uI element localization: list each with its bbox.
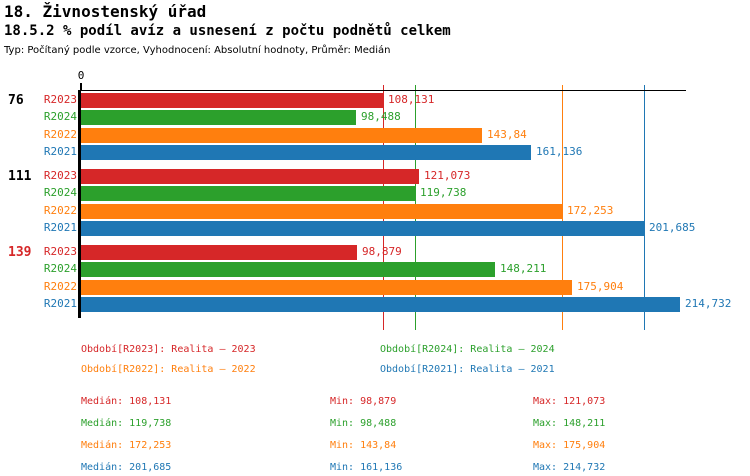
series-label-r2021: R2021 [43, 221, 77, 234]
legend-item-r2023: Období[R2023]: Realita – 2023 [81, 344, 256, 355]
chart-subtitle: 18.5.2 % podíl avíz a usnesení z počtu p… [4, 23, 451, 39]
bar-value-label: 98,488 [361, 110, 401, 123]
legend-item-r2024: Období[R2024]: Realita – 2024 [380, 344, 555, 355]
bar-value-label: 175,904 [577, 280, 624, 293]
stat-median-r2024: Medián: 119,738 [81, 418, 172, 429]
series-label-r2023: R2023 [43, 93, 77, 106]
stat-min-r2024: Min: 98,488 [330, 418, 397, 429]
bar-r2024 [81, 186, 415, 201]
bar-value-label: 143,84 [487, 128, 527, 141]
bar-r2023 [81, 169, 419, 184]
series-label-r2023: R2023 [43, 245, 77, 258]
bar-r2022 [81, 280, 572, 295]
x-axis-line [81, 90, 686, 91]
bar-r2021 [81, 145, 531, 160]
stat-max-r2023: Max: 121,073 [533, 396, 606, 407]
x-axis-zero-label: 0 [77, 69, 85, 82]
group-label: 139 [8, 245, 32, 260]
bar-value-label: 214,732 [685, 297, 732, 310]
stat-min-r2022: Min: 143,84 [330, 440, 397, 451]
series-label-r2022: R2022 [43, 204, 77, 217]
chart-typeline: Typ: Počítaný podle vzorce, Vyhodnocení:… [4, 45, 391, 56]
bar-r2023 [81, 245, 357, 260]
group-label: 76 [8, 93, 24, 108]
stat-median-r2021: Medián: 201,685 [81, 462, 172, 473]
bar-value-label: 148,211 [500, 262, 547, 275]
stat-max-r2021: Max: 214,732 [533, 462, 606, 473]
bar-r2024 [81, 110, 356, 125]
series-label-r2022: R2022 [43, 128, 77, 141]
x-axis-zero-tick [80, 83, 82, 90]
group-label: 111 [8, 169, 32, 184]
stat-median-r2023: Medián: 108,131 [81, 396, 172, 407]
stat-min-r2023: Min: 98,879 [330, 396, 397, 407]
bar-r2021 [81, 221, 644, 236]
bar-r2023 [81, 93, 383, 108]
bar-r2024 [81, 262, 495, 277]
stat-median-r2022: Medián: 172,253 [81, 440, 172, 451]
median-line-r2021 [644, 85, 645, 330]
bar-value-label: 108,131 [388, 93, 435, 106]
bar-r2022 [81, 128, 482, 143]
series-label-r2024: R2024 [43, 110, 77, 123]
stat-max-r2024: Max: 148,211 [533, 418, 606, 429]
bar-value-label: 119,738 [420, 186, 467, 199]
bar-value-label: 201,685 [649, 221, 696, 234]
legend-item-r2022: Období[R2022]: Realita – 2022 [81, 364, 256, 375]
series-label-r2023: R2023 [43, 169, 77, 182]
bar-r2021 [81, 297, 680, 312]
series-label-r2022: R2022 [43, 280, 77, 293]
bar-r2022 [81, 204, 562, 219]
y-axis-line [78, 90, 81, 318]
legend-item-r2021: Období[R2021]: Realita – 2021 [380, 364, 555, 375]
series-label-r2024: R2024 [43, 186, 77, 199]
series-label-r2024: R2024 [43, 262, 77, 275]
stat-min-r2021: Min: 161,136 [330, 462, 403, 473]
bar-value-label: 98,879 [362, 245, 402, 258]
page-title: 18. Živnostenský úřad [4, 2, 207, 21]
stat-max-r2022: Max: 175,904 [533, 440, 606, 451]
bar-value-label: 161,136 [536, 145, 583, 158]
series-label-r2021: R2021 [43, 297, 77, 310]
bar-value-label: 121,073 [424, 169, 471, 182]
bar-value-label: 172,253 [567, 204, 614, 217]
median-line-r2022 [562, 85, 563, 330]
series-label-r2021: R2021 [43, 145, 77, 158]
